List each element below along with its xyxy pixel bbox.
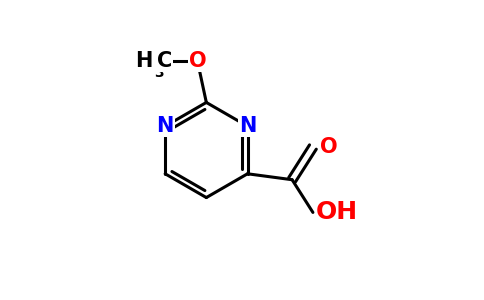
Text: O: O [320, 137, 338, 157]
Text: N: N [239, 116, 256, 136]
Text: H: H [136, 51, 153, 71]
Text: O: O [189, 51, 206, 71]
Text: C: C [156, 51, 172, 71]
Text: N: N [156, 116, 174, 136]
Text: 3: 3 [154, 66, 164, 80]
Text: OH: OH [316, 200, 358, 224]
